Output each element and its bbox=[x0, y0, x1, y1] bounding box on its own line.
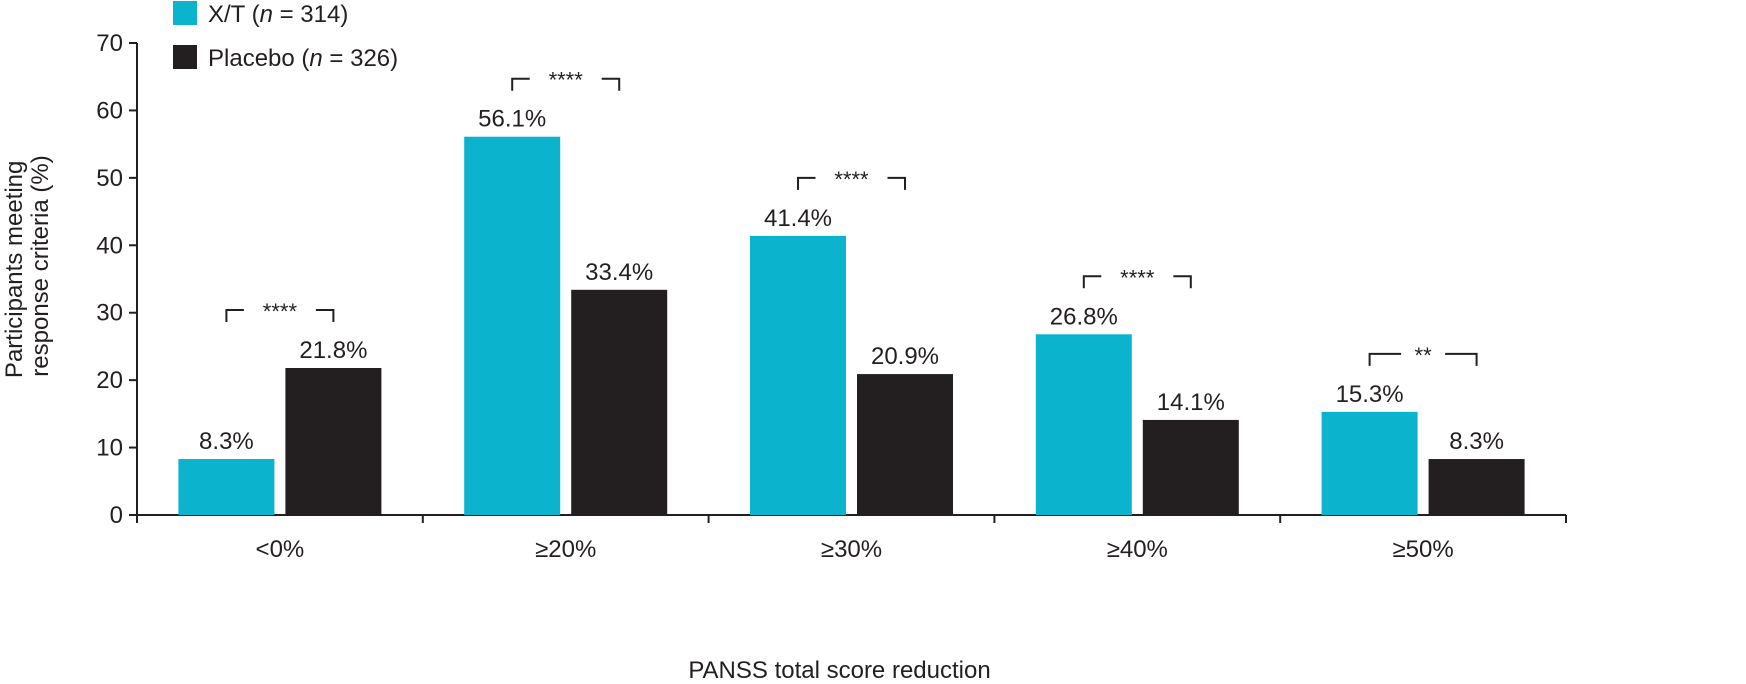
bar-xt bbox=[464, 136, 561, 515]
significance-bracket-left bbox=[225, 309, 244, 323]
bar-placebo bbox=[285, 368, 382, 515]
significance-bracket-right bbox=[1445, 352, 1478, 366]
x-tick-label: ≥20% bbox=[535, 536, 596, 563]
data-label: 20.9% bbox=[871, 343, 939, 370]
legend-swatch-placebo bbox=[173, 45, 197, 69]
y-tick-label: 10 bbox=[96, 435, 123, 462]
x-axis: <0% ≥20% ≥30% ≥40% ≥50% bbox=[136, 514, 1567, 563]
significance-bracket-right bbox=[887, 176, 906, 190]
data-label: 56.1% bbox=[478, 106, 546, 133]
significance-bracket-left bbox=[511, 77, 530, 91]
legend-label-placebo: Placebo (n = 326) bbox=[208, 45, 398, 72]
y-axis-title: Participants meeting response criteria (… bbox=[1, 154, 54, 378]
significance-bracket-right bbox=[1173, 275, 1192, 289]
bar-placebo bbox=[857, 374, 953, 515]
x-axis-title: PANSS total score reduction bbox=[688, 657, 990, 684]
data-label: 8.3% bbox=[1449, 428, 1504, 455]
bar-placebo bbox=[571, 289, 668, 515]
significance-stars: ** bbox=[1415, 343, 1433, 368]
significance-stars: **** bbox=[549, 68, 584, 93]
x-tick-label: ≥50% bbox=[1392, 536, 1453, 563]
bar-placebo bbox=[1428, 459, 1525, 515]
y-axis-title-line-1: Participants meeting bbox=[1, 161, 28, 378]
y-axis-title-line-2: response criteria (%) bbox=[27, 155, 54, 376]
bar-xt bbox=[750, 235, 846, 516]
data-label: 21.8% bbox=[299, 337, 367, 364]
significance-stars: **** bbox=[263, 299, 298, 324]
y-axis: 0 10 20 30 40 50 60 70 bbox=[96, 30, 138, 529]
x-tick-label: <0% bbox=[256, 536, 305, 563]
y-tick-label: 40 bbox=[96, 232, 123, 259]
significance-bracket-right bbox=[601, 77, 621, 91]
bar-xt bbox=[1321, 411, 1418, 515]
legend-swatch-xt bbox=[173, 1, 197, 25]
significance-bracket-left bbox=[1368, 352, 1402, 366]
y-tick-label: 70 bbox=[96, 30, 123, 57]
data-label: 14.1% bbox=[1157, 389, 1225, 416]
x-tick-label: ≥40% bbox=[1107, 536, 1168, 563]
data-label: 15.3% bbox=[1336, 381, 1404, 408]
data-label: 8.3% bbox=[199, 428, 254, 455]
significance-stars: **** bbox=[1120, 265, 1155, 290]
y-tick-label: 30 bbox=[96, 300, 123, 327]
data-label: 33.4% bbox=[585, 259, 653, 286]
significance-stars: **** bbox=[834, 167, 869, 192]
legend: X/T (n = 314) Placebo (n = 326) bbox=[173, 1, 398, 72]
data-label: 41.4% bbox=[764, 205, 832, 232]
y-tick-label: 60 bbox=[96, 97, 123, 124]
significance-annotations: ****************** bbox=[225, 68, 1478, 368]
significance-bracket-left bbox=[1082, 275, 1102, 289]
y-tick-label: 50 bbox=[96, 165, 123, 192]
legend-label-xt: X/T (n = 314) bbox=[208, 1, 348, 28]
y-tick-label: 0 bbox=[110, 502, 123, 529]
data-label: 26.8% bbox=[1050, 303, 1118, 330]
x-tick-label: ≥30% bbox=[821, 536, 882, 563]
bar-xt bbox=[1035, 334, 1132, 515]
significance-bracket-left bbox=[797, 176, 816, 190]
bar-placebo bbox=[1142, 419, 1239, 515]
significance-bracket-right bbox=[315, 309, 335, 323]
bars: 8.3% 21.8% 56.1% 33.4% 41.4% 20.9% 26.8% 14.1% 1… bbox=[178, 106, 1525, 516]
y-tick-label: 20 bbox=[96, 367, 123, 394]
bar-xt bbox=[178, 459, 275, 515]
